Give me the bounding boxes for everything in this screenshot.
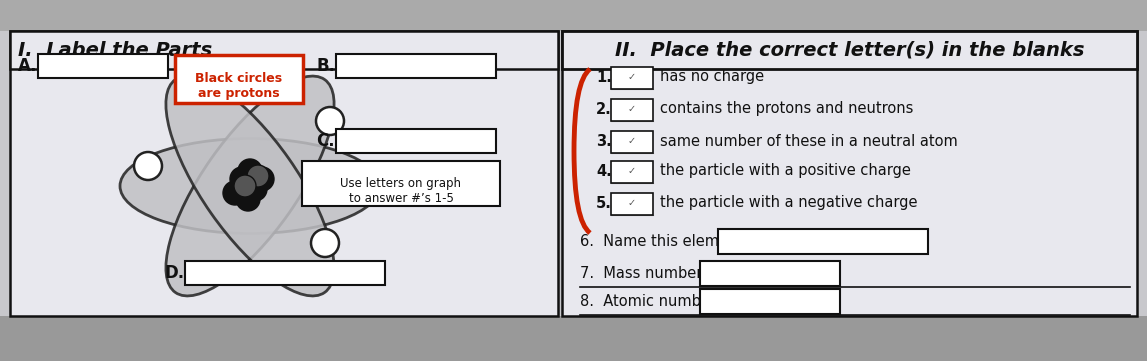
Circle shape (243, 177, 267, 201)
Circle shape (231, 167, 253, 191)
Text: C.: C. (317, 132, 335, 150)
Text: I.  Label the Parts: I. Label the Parts (18, 40, 212, 60)
Bar (611, 161, 653, 183)
Text: D.: D. (165, 264, 185, 282)
Circle shape (311, 229, 340, 257)
Ellipse shape (166, 76, 334, 296)
Bar (10, 31, 557, 316)
Circle shape (237, 159, 262, 183)
Text: ✓: ✓ (627, 136, 637, 146)
Bar (700, 261, 840, 286)
Bar (562, 31, 1137, 316)
Circle shape (134, 152, 162, 180)
Text: contains the protons and neutrons: contains the protons and neutrons (660, 101, 913, 117)
Bar (0, 316, 1147, 361)
Text: Black circles: Black circles (195, 71, 282, 84)
Circle shape (317, 107, 344, 135)
Text: 1.: 1. (596, 70, 611, 84)
Text: A.: A. (18, 57, 38, 75)
Bar (336, 54, 496, 78)
Circle shape (223, 181, 247, 205)
Bar (302, 161, 500, 206)
Bar (38, 54, 167, 78)
Text: II.  Place the correct letter(s) in the blanks: II. Place the correct letter(s) in the b… (615, 40, 1084, 60)
Bar (611, 193, 653, 215)
Bar (700, 289, 840, 314)
Text: ✓: ✓ (627, 72, 637, 82)
Circle shape (236, 187, 260, 211)
Circle shape (247, 165, 270, 187)
Circle shape (250, 167, 274, 191)
Text: Use letters on graph: Use letters on graph (341, 177, 461, 190)
Circle shape (234, 175, 256, 197)
Text: 8.  Atomic number:: 8. Atomic number: (580, 293, 720, 309)
Bar (611, 131, 653, 153)
Text: same number of these in a neutral atom: same number of these in a neutral atom (660, 134, 958, 148)
Bar (185, 261, 385, 285)
Text: B.: B. (317, 57, 335, 75)
Text: 6.  Name this element.: 6. Name this element. (580, 234, 748, 248)
Text: ✓: ✓ (627, 166, 637, 176)
Bar (718, 229, 928, 254)
Text: 5.: 5. (596, 196, 611, 210)
Bar (175, 55, 303, 103)
Text: ✓: ✓ (627, 198, 637, 208)
Ellipse shape (166, 76, 334, 296)
Bar (0, 0, 1147, 31)
Text: 3.: 3. (596, 134, 611, 148)
Text: the particle with a negative charge: the particle with a negative charge (660, 196, 918, 210)
Text: 2.: 2. (596, 101, 611, 117)
Text: are protons: are protons (198, 87, 280, 100)
Bar (611, 67, 653, 89)
Bar (336, 129, 496, 153)
Text: has no charge: has no charge (660, 70, 764, 84)
Text: 7.  Mass number:: 7. Mass number: (580, 265, 707, 280)
Text: the particle with a positive charge: the particle with a positive charge (660, 164, 911, 178)
Text: ✓: ✓ (627, 104, 637, 114)
Ellipse shape (120, 139, 380, 234)
Text: 4.: 4. (596, 164, 611, 178)
Bar (10, 31, 557, 69)
Text: to answer #’s 1-5: to answer #’s 1-5 (349, 191, 453, 204)
Bar (611, 99, 653, 121)
Bar (562, 31, 1137, 69)
